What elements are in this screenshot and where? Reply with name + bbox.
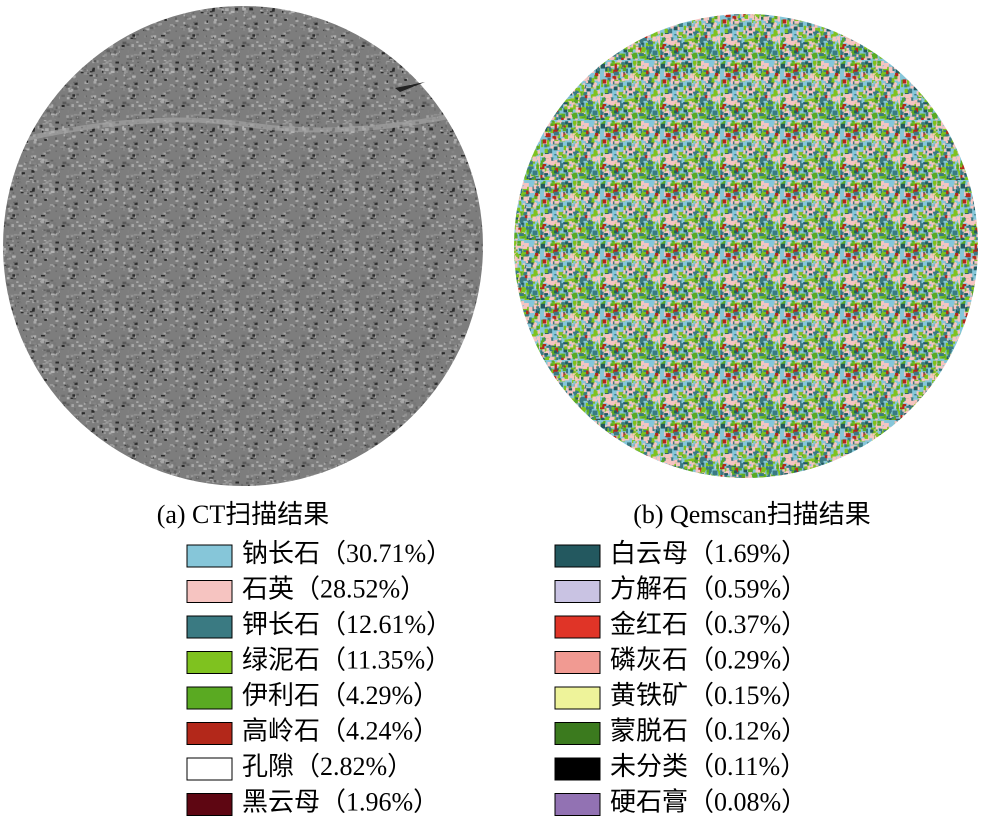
legend-label: 未分类（0.11%） bbox=[610, 752, 806, 781]
legend-swatch bbox=[186, 615, 233, 639]
legend-swatch bbox=[186, 651, 233, 674]
legend-label: 石英（28.52%） bbox=[242, 574, 426, 603]
legend-swatch bbox=[186, 580, 233, 603]
ct-crack bbox=[395, 82, 425, 92]
legend: 钠长石（30.71%） 石英（28.52%） 钾长石（12.61%） 绿泥石（11.3… bbox=[186, 539, 807, 816]
legend-swatch bbox=[554, 793, 601, 816]
legend-label: 磷灰石（0.29%） bbox=[610, 645, 807, 674]
legend-label: 钠长石（30.71%） bbox=[242, 539, 452, 568]
legend-label: 白云母（1.69%） bbox=[610, 539, 807, 568]
legend-swatch bbox=[186, 686, 233, 710]
ct-image bbox=[3, 6, 483, 486]
legend-swatch bbox=[186, 757, 233, 781]
legend-swatch bbox=[554, 651, 601, 674]
panel-caption: (a) CT扫描结果 bbox=[157, 500, 330, 529]
legend-swatch bbox=[186, 544, 233, 568]
legend-swatch bbox=[554, 544, 601, 568]
legend-swatch bbox=[554, 722, 601, 745]
ct-vein bbox=[19, 107, 481, 143]
qemscan-image bbox=[514, 14, 978, 478]
legend-swatch bbox=[554, 757, 601, 781]
legend-swatch bbox=[186, 722, 233, 745]
legend-label: 高岭石（4.24%） bbox=[242, 716, 439, 745]
legend-swatch bbox=[554, 615, 601, 639]
legend-swatch bbox=[554, 580, 601, 603]
legend-label: 方解石（0.59%） bbox=[610, 574, 807, 603]
legend-swatch bbox=[186, 793, 233, 816]
legend-label: 金红石（0.37%） bbox=[610, 610, 807, 639]
legend-label: 黑云母（1.96%） bbox=[242, 787, 439, 816]
legend-label: 伊利石（4.29%） bbox=[242, 681, 439, 710]
legend-swatch bbox=[554, 686, 601, 710]
panel-caption: (b) Qemscan扫描结果 bbox=[633, 500, 871, 529]
legend-label: 黄铁矿（0.15%） bbox=[610, 681, 807, 710]
legend-label: 钾长石（12.61%） bbox=[242, 610, 452, 639]
legend-label: 硬石膏（0.08%） bbox=[610, 787, 807, 816]
legend-label: 蒙脱石（0.12%） bbox=[610, 716, 807, 745]
legend-label: 绿泥石（11.35%） bbox=[242, 645, 451, 674]
legend-label: 孔隙（2.82%） bbox=[242, 752, 413, 781]
